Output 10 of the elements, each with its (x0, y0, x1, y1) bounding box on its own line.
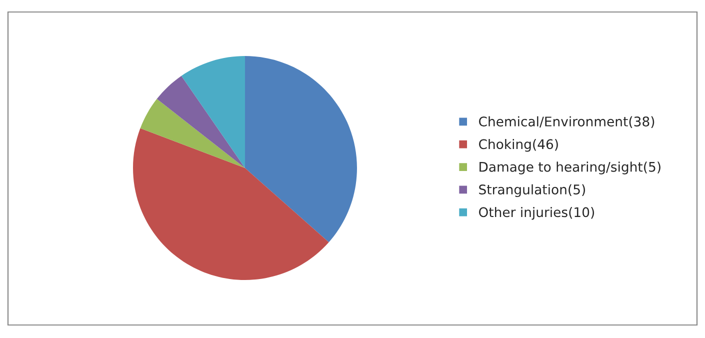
pie-slice (140, 98, 245, 168)
pie-slice (156, 76, 245, 168)
legend-label: Damage to hearing/sight(5) (480, 162, 660, 174)
pie-slice (245, 56, 357, 242)
legend-label: Strangulation(5) (479, 184, 586, 198)
pie-slice (181, 56, 245, 168)
legend-label: Choking(46) (479, 138, 558, 152)
legend-label: Chemical/Environment(38) (479, 116, 654, 128)
legend-label: Other injuries(10) (479, 206, 594, 220)
pie-slice (133, 128, 329, 280)
